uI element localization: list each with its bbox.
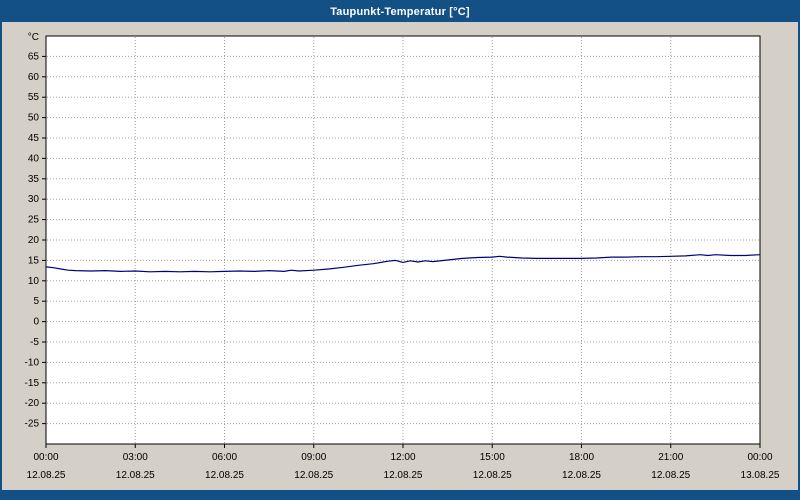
window-title: Taupunkt-Temperatur [°C] — [330, 6, 470, 18]
y-tick-label: -5 — [30, 337, 39, 348]
y-tick-label: -10 — [25, 357, 40, 368]
x-tick-date-label: 12.08.25 — [384, 470, 423, 481]
x-tick-time-label: 18:00 — [569, 452, 594, 463]
x-tick-date-label: 13.08.25 — [741, 470, 780, 481]
x-tick-time-label: 12:00 — [390, 452, 415, 463]
x-tick-time-label: 03:00 — [123, 452, 148, 463]
x-tick-time-label: 15:00 — [480, 452, 505, 463]
y-tick-label: -20 — [25, 398, 40, 409]
y-tick-label: -25 — [25, 419, 40, 430]
x-tick-date-label: 12.08.25 — [116, 470, 155, 481]
y-tick-label: -15 — [25, 378, 40, 389]
x-tick-time-label: 06:00 — [212, 452, 237, 463]
title-bar: Taupunkt-Temperatur [°C] — [2, 2, 798, 22]
y-tick-label: 40 — [28, 153, 40, 164]
y-tick-label: 25 — [28, 215, 40, 226]
y-tick-label: 60 — [28, 72, 40, 83]
chart-area: -25 -20 -15 -10 -5 0 5 10 15 20 25 30 35 40 45 50 55 60 65… — [2, 22, 798, 490]
y-tick-label: 10 — [28, 276, 40, 287]
x-tick-date-label: 12.08.25 — [473, 470, 512, 481]
x-tick-time-label: 21:00 — [658, 452, 683, 463]
y-axis-labels: -25 -20 -15 -10 -5 0 5 10 15 20 25 30 35 40 45 50 55 60 65… — [25, 32, 46, 430]
dewpoint-line-chart: -25 -20 -15 -10 -5 0 5 10 15 20 25 30 35 40 45 50 55 60 65… — [25, 32, 780, 481]
x-tick-date-label: 12.08.25 — [651, 470, 690, 481]
y-tick-label: 65 — [28, 51, 40, 62]
y-tick-label: 30 — [28, 194, 40, 205]
x-tick-date-label: 12.08.25 — [562, 470, 601, 481]
x-tick-date-label: 12.08.25 — [27, 470, 66, 481]
y-tick-label: 45 — [28, 133, 40, 144]
y-tick-label: 35 — [28, 174, 40, 185]
y-tick-label: 55 — [28, 92, 40, 103]
y-tick-label: 5 — [33, 296, 39, 307]
x-axis-labels: 00:00 12.08.25 03:00 12.08.25 06:00 12.08.25 0… — [27, 444, 780, 481]
bottom-bar — [2, 490, 798, 498]
x-tick-date-label: 12.08.25 — [205, 470, 244, 481]
x-tick-time-label: 00:00 — [33, 452, 58, 463]
y-tick-label: 0 — [33, 317, 39, 328]
x-tick-time-label: 09:00 — [301, 452, 326, 463]
y-tick-label: 15 — [28, 255, 40, 266]
y-tick-label: 20 — [28, 235, 40, 246]
y-tick-label: 50 — [28, 113, 40, 124]
dewpoint-series-line — [45, 254, 761, 273]
x-tick-time-label: 00:00 — [747, 452, 772, 463]
y-axis-unit-label: °C — [28, 32, 39, 43]
x-tick-date-label: 12.08.25 — [294, 470, 333, 481]
